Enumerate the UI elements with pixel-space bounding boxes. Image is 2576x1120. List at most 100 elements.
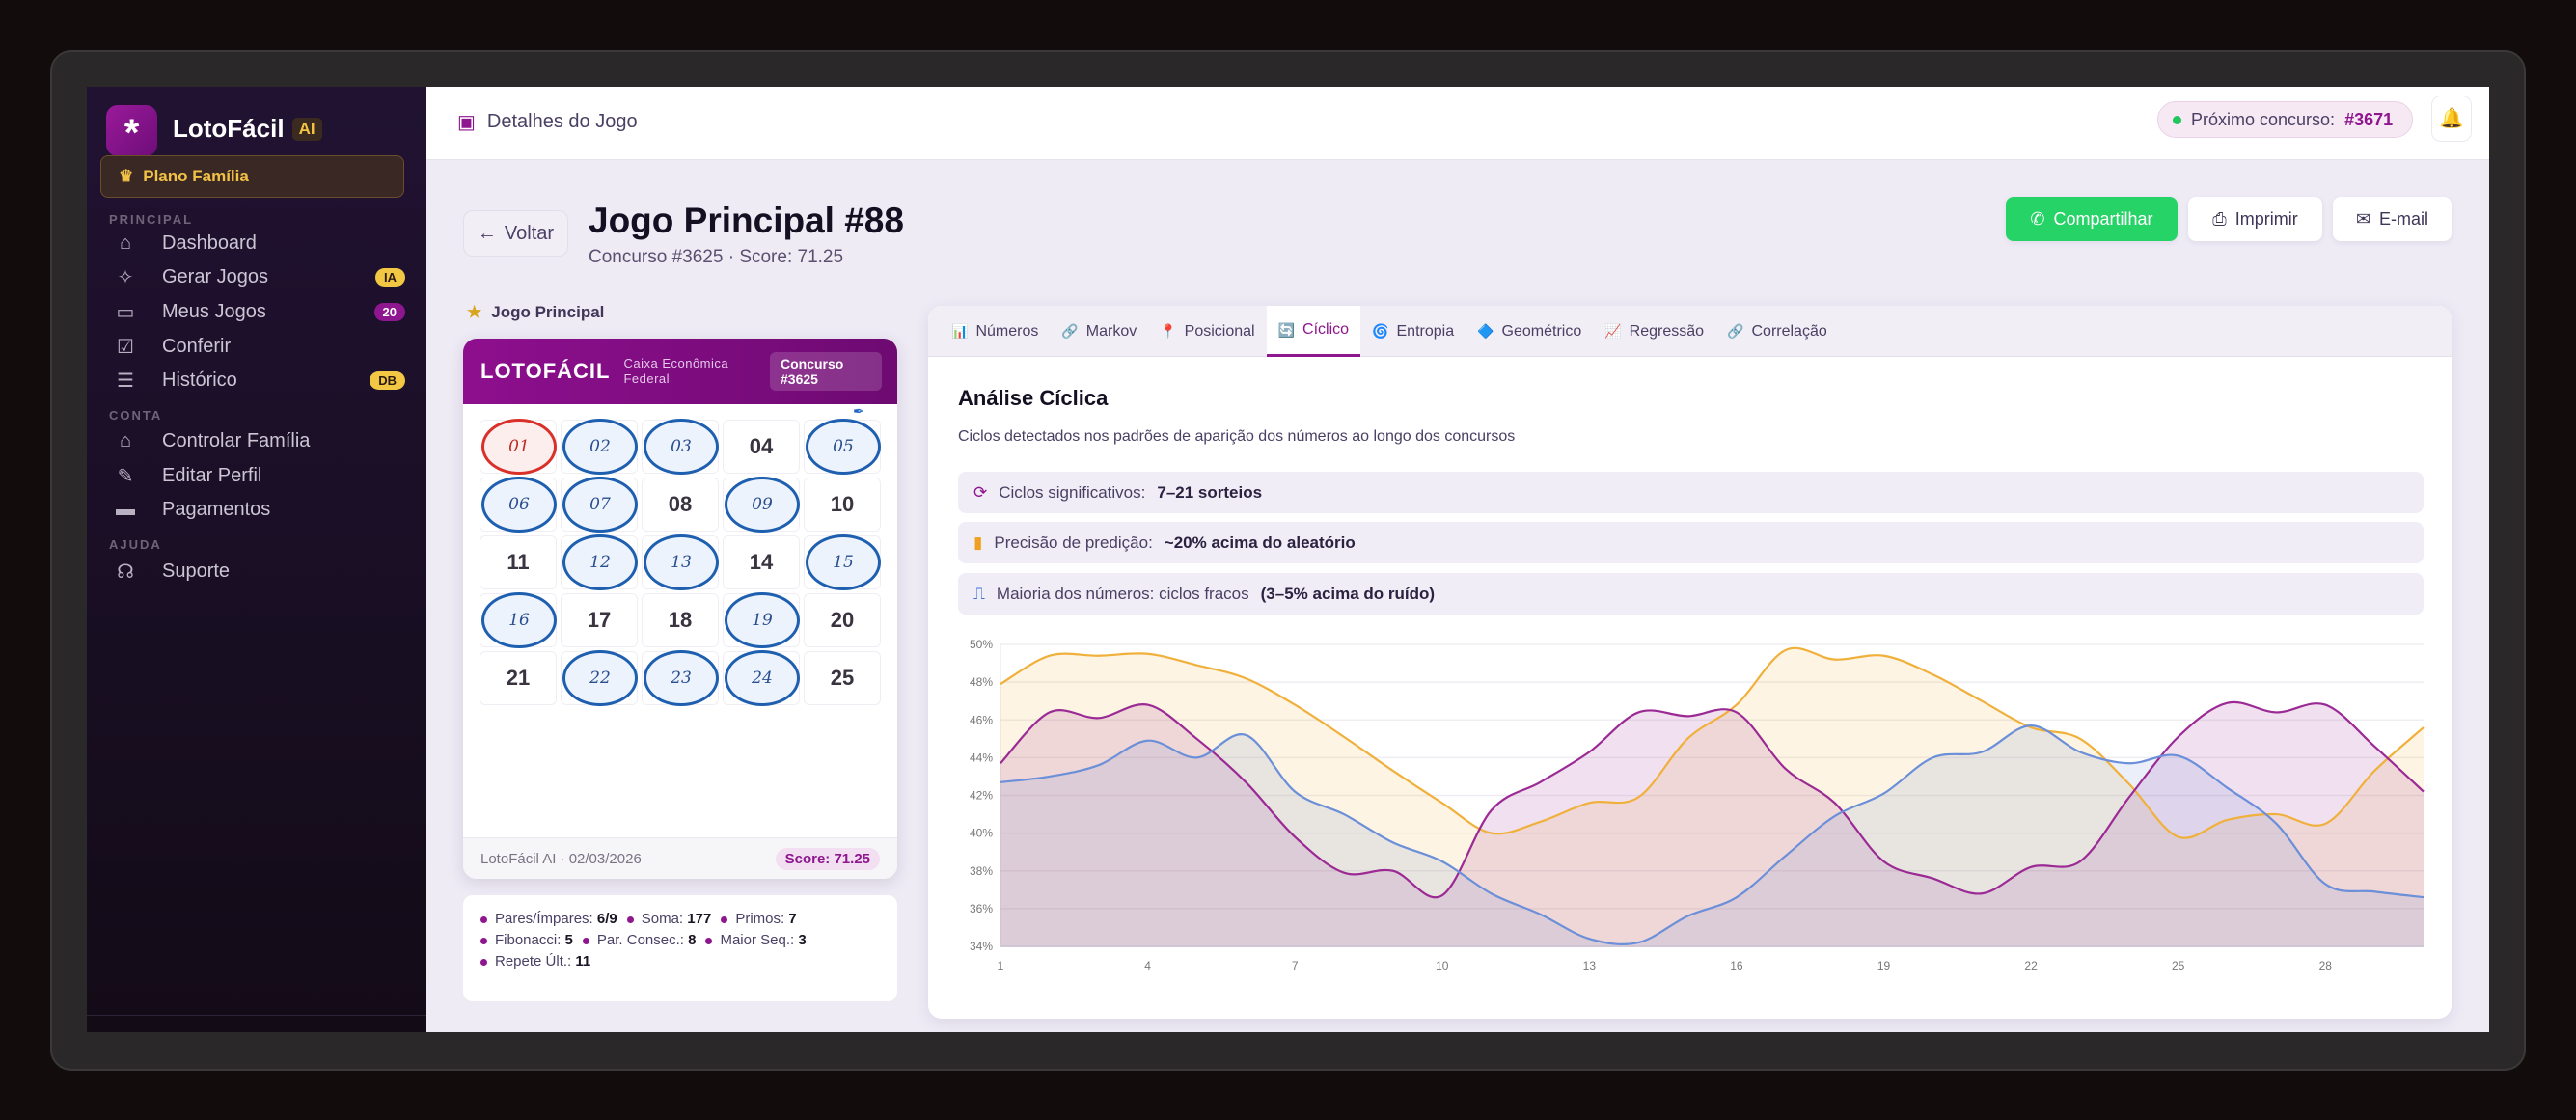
sidebar-item-suporte[interactable]: ☊ Suporte (100, 555, 405, 587)
tab-regressao[interactable]: 📈 Regressão (1593, 306, 1715, 357)
x-tick-label: 13 (1583, 959, 1597, 972)
y-tick-label: 46% (970, 713, 993, 726)
bell-icon[interactable]: 🔔 (2431, 96, 2472, 142)
number-label: 13 (644, 534, 719, 590)
tab-correlacao[interactable]: 🔗 Correlação (1715, 306, 1839, 357)
tab-icon: 🌀 (1372, 323, 1389, 339)
info-value: ~20% acima do aleatório (1164, 533, 1356, 552)
x-tick-label: 22 (2024, 959, 2038, 972)
stat-value: 6/9 (596, 911, 617, 927)
sidebar-item-label: Histórico (162, 369, 237, 391)
number-cell[interactable]: 22 (561, 650, 638, 706)
stat-value: 3 (798, 932, 807, 948)
sidebar-item-gerar-jogos[interactable]: ✧ Gerar Jogos IA (100, 260, 405, 293)
number-cell[interactable]: 07 (561, 477, 638, 533)
tab-label: Números (975, 322, 1039, 340)
sidebar-item-controlar-familia[interactable]: ⌂ Controlar Família (100, 424, 405, 457)
tab-label: Correlação (1751, 322, 1827, 340)
plan-badge[interactable]: ♛ Plano Família (100, 155, 404, 198)
number-label: 17 (587, 608, 612, 632)
series-1-line (1000, 646, 2425, 839)
tab-posicional[interactable]: 📍 Posicional (1148, 306, 1266, 357)
count-badge: 20 (373, 302, 405, 321)
stat-label: Par. Consec.: (596, 932, 684, 948)
number-cell[interactable]: 16 (480, 592, 557, 648)
db-badge: DB (370, 370, 405, 390)
lottery-ticket: LOTOFÁCIL Caixa Econômica Federal Concur… (463, 339, 897, 879)
tab-ciclico[interactable]: 🔄 Cíclico (1266, 306, 1361, 357)
tab-label: Cíclico (1302, 321, 1350, 338)
number-cell[interactable]: 05 (804, 419, 881, 475)
stat-item: Soma: 177 (627, 909, 712, 930)
number-cell[interactable]: 09 (723, 477, 800, 533)
next-contest-badge: Próximo concurso: #3671 (2157, 101, 2413, 138)
number-cell[interactable]: 21 (480, 651, 557, 705)
sidebar-item-editar-perfil[interactable]: ✎ Editar Perfil (100, 459, 405, 492)
y-tick-label: 48% (970, 675, 993, 689)
sidebar-item-historico[interactable]: ☰ Histórico DB (100, 364, 405, 396)
back-button[interactable]: ← Voltar (463, 210, 568, 257)
number-cell[interactable]: 01 (480, 419, 557, 475)
tab-entropia[interactable]: 🌀 Entropia (1360, 306, 1466, 357)
tab-numeros[interactable]: 📊 Números (940, 306, 1050, 357)
info-row-weak-cycles: ⎍ Maioria dos números: ciclos fracos (3–5%… (958, 573, 2424, 615)
sidebar-item-pagamentos[interactable]: ▬ Pagamentos (100, 493, 405, 526)
info-value: (3–5% acima do ruído) (1260, 584, 1436, 603)
sidebar: * LotoFácil AI ♛ Plano Família PRINCIPAL … (87, 87, 426, 1032)
sidebar-item-label: Gerar Jogos (162, 265, 269, 287)
number-cell[interactable]: 24 (723, 650, 800, 706)
number-cell[interactable]: 14 (723, 535, 800, 589)
share-button[interactable]: ✆ Compartilhar (2006, 197, 2178, 241)
info-label: Precisão de predição: (994, 533, 1153, 552)
print-button[interactable]: ⎙ Imprimir (2188, 197, 2322, 241)
tab-geometrico[interactable]: 🔷 Geométrico (1466, 306, 1593, 357)
number-cell[interactable]: 19 (723, 592, 800, 648)
status-dot (2173, 115, 2181, 124)
sidebar-item-label: Conferir (162, 335, 232, 357)
number-cell[interactable]: 17 (561, 593, 638, 647)
tab-icon: 🔗 (1727, 323, 1744, 339)
number-cell[interactable]: 12 (561, 534, 638, 590)
tab-label: Posicional (1184, 322, 1255, 340)
number-cell[interactable]: 08 (642, 478, 719, 532)
breadcrumb-label: Detalhes do Jogo (486, 111, 638, 132)
stat-value: 11 (575, 953, 591, 970)
printer-icon: ⎙ (2212, 208, 2227, 229)
number-cell[interactable]: 02 (561, 419, 638, 475)
analysis-title: Análise Cíclica (958, 386, 1109, 410)
family-icon: ⌂ (119, 429, 132, 451)
tab-label: Entropia (1396, 322, 1455, 340)
tab-label: Markov (1085, 322, 1137, 340)
x-tick-label: 10 (1436, 959, 1449, 972)
number-label: 01 (481, 419, 557, 475)
ticket-brand: LOTOFÁCIL (480, 359, 611, 383)
ticket-header: LOTOFÁCIL Caixa Econômica Federal Concur… (463, 339, 897, 404)
clipboard-check-icon: ☑ (117, 336, 134, 358)
number-cell[interactable]: 03 (642, 419, 719, 475)
number-cell[interactable]: 23 (642, 650, 719, 706)
analysis-panel: 📊 Números 🔗 Markov 📍 Posicional 🔄 Cíclico 🌀 Entro… (928, 306, 2452, 1019)
stat-value: 177 (687, 911, 712, 927)
number-cell[interactable]: 13 (642, 534, 719, 590)
user-edit-icon: ✎ (117, 465, 134, 487)
number-cell[interactable]: 20 (804, 593, 881, 647)
number-label: 14 (749, 550, 774, 574)
number-label: 22 (562, 650, 638, 706)
number-cell[interactable]: 04 (723, 420, 800, 474)
tab-markov[interactable]: 🔗 Markov (1050, 306, 1148, 357)
number-cell[interactable]: 11 (480, 535, 557, 589)
series-3-area (1000, 725, 2424, 946)
stat-label: Repete Últ.: (495, 953, 572, 970)
number-cell[interactable]: 15 (804, 534, 881, 590)
number-cell[interactable]: 06 (480, 477, 557, 533)
number-cell[interactable]: 18 (642, 593, 719, 647)
sidebar-item-dashboard[interactable]: ⌂ Dashboard (100, 227, 405, 260)
number-cell[interactable]: 10 (804, 478, 881, 532)
sidebar-item-conferir[interactable]: ☑ Conferir (100, 330, 405, 363)
sidebar-item-meus-jogos[interactable]: ▭ Meus Jogos 20 (100, 295, 405, 328)
number-cell[interactable]: 25 (804, 651, 881, 705)
stat-label: Maior Seq.: (720, 932, 795, 948)
number-label: 09 (725, 477, 800, 533)
number-grid: 01 02 03 04 05 06 07 08 09 10 11 12 13 14 15 16 17 18 19 20… (480, 419, 881, 706)
email-button[interactable]: ✉ E-mail (2333, 197, 2452, 241)
